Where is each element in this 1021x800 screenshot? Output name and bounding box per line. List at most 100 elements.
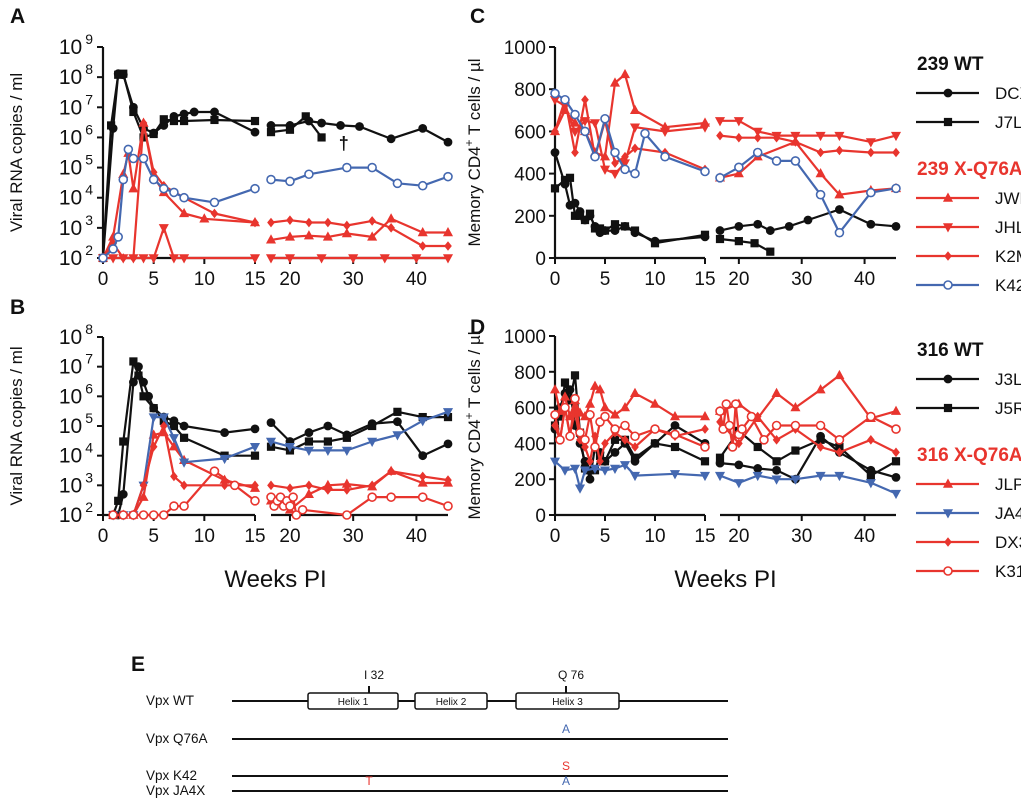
y-tick-label: 10 5 bbox=[59, 152, 93, 180]
series-line bbox=[112, 360, 255, 516]
x-tick-label: 15 bbox=[244, 526, 265, 547]
data-point bbox=[367, 437, 378, 448]
data-point bbox=[771, 156, 782, 166]
data-point bbox=[734, 460, 744, 470]
data-point bbox=[210, 115, 219, 125]
helix-label: Helix 3 bbox=[552, 697, 583, 708]
data-point bbox=[368, 216, 376, 226]
y-tick-label: 10 2 bbox=[59, 499, 93, 527]
panel-letter-d: D bbox=[470, 316, 485, 339]
data-point bbox=[393, 417, 402, 427]
data-point bbox=[585, 409, 595, 420]
data-point bbox=[265, 254, 277, 264]
data-point bbox=[220, 480, 229, 491]
data-point bbox=[418, 451, 428, 461]
data-point bbox=[609, 77, 621, 87]
data-point bbox=[317, 118, 326, 128]
data-point bbox=[621, 435, 629, 445]
data-point bbox=[316, 254, 327, 264]
legend-item-label: JA4X bbox=[995, 504, 1021, 523]
data-point bbox=[701, 424, 709, 434]
data-point bbox=[149, 441, 158, 452]
data-point bbox=[387, 223, 395, 233]
data-point bbox=[571, 147, 579, 158]
data-point bbox=[599, 466, 611, 476]
panel-letter-e: E bbox=[131, 653, 145, 676]
data-point bbox=[179, 458, 190, 468]
legend-swatch-marker bbox=[943, 280, 953, 290]
data-point bbox=[715, 226, 725, 235]
data-point bbox=[716, 130, 724, 141]
data-point bbox=[180, 480, 188, 491]
data-point bbox=[386, 134, 396, 144]
data-point bbox=[266, 128, 276, 137]
data-point bbox=[790, 131, 801, 142]
x-tick-label: 15 bbox=[244, 269, 265, 290]
data-point bbox=[108, 254, 119, 264]
data-point bbox=[229, 480, 240, 491]
y-tick-label: 10 8 bbox=[59, 61, 93, 89]
data-point bbox=[815, 131, 826, 142]
data-point bbox=[301, 112, 310, 121]
annotation-dagger: † bbox=[339, 133, 349, 153]
data-point bbox=[305, 217, 313, 228]
data-point bbox=[138, 491, 149, 501]
data-point bbox=[159, 421, 168, 431]
data-point bbox=[107, 121, 116, 130]
series-line bbox=[553, 98, 706, 171]
x-tick-label: 10 bbox=[194, 269, 215, 290]
data-point bbox=[304, 428, 314, 437]
data-point bbox=[343, 485, 351, 495]
data-point bbox=[129, 253, 138, 263]
data-point bbox=[367, 492, 377, 502]
data-point bbox=[123, 144, 134, 155]
data-point bbox=[867, 147, 875, 158]
data-point bbox=[771, 475, 782, 485]
data-point bbox=[753, 464, 763, 473]
data-point bbox=[249, 254, 261, 264]
data-point bbox=[867, 435, 875, 445]
data-point bbox=[179, 116, 189, 126]
y-tick-label: 600 bbox=[514, 122, 546, 143]
data-point bbox=[586, 456, 594, 467]
data-point bbox=[119, 253, 128, 263]
series-j7l bbox=[550, 173, 775, 256]
x-tick-label: 5 bbox=[148, 526, 159, 547]
data-point bbox=[700, 230, 710, 239]
data-point bbox=[209, 466, 220, 476]
data-point bbox=[560, 94, 570, 105]
x-axis-label: Weeks PI bbox=[674, 566, 776, 593]
data-point bbox=[890, 131, 902, 142]
data-point bbox=[444, 241, 452, 251]
data-point bbox=[266, 418, 276, 428]
data-point bbox=[791, 137, 800, 147]
data-point bbox=[169, 116, 179, 126]
data-point bbox=[752, 127, 763, 137]
panel-e: Vpx WT Helix 1 Helix 2 Helix 3 I 32 Q 76 Vpx Q… bbox=[146, 668, 728, 798]
data-point bbox=[250, 424, 260, 434]
x-tick-label: 10 bbox=[644, 269, 665, 290]
data-point bbox=[559, 391, 571, 401]
data-point bbox=[621, 151, 629, 162]
panel-a: 10 210 310 410 5 10 610 710 810 9 0 5 10 15 20 30 40 Vira… bbox=[7, 31, 454, 290]
data-point bbox=[734, 237, 743, 246]
data-point bbox=[550, 148, 560, 157]
panel-c: 0 200 400 600 800 1000 0 5 10 15 20 30 40 Memory CD4+… bbox=[462, 38, 902, 290]
legend-swatch-marker bbox=[943, 88, 953, 98]
data-point bbox=[368, 421, 377, 431]
data-point bbox=[168, 434, 179, 444]
x-tick-label: 20 bbox=[728, 269, 749, 290]
legend-d: 316 WT J3L J5R 316 X-Q76A JLP JA4X DX39 K31 bbox=[916, 340, 1021, 581]
data-point bbox=[815, 189, 826, 200]
data-point bbox=[179, 433, 189, 442]
data-point bbox=[322, 231, 333, 241]
data-point bbox=[324, 485, 332, 495]
data-point bbox=[629, 387, 641, 397]
data-point bbox=[735, 438, 743, 449]
data-point bbox=[169, 187, 179, 198]
legend-swatch-marker bbox=[943, 403, 953, 413]
data-point bbox=[891, 183, 901, 194]
data-point bbox=[170, 471, 178, 482]
data-point bbox=[700, 457, 710, 466]
y-tick-label: 10 8 bbox=[59, 321, 93, 349]
